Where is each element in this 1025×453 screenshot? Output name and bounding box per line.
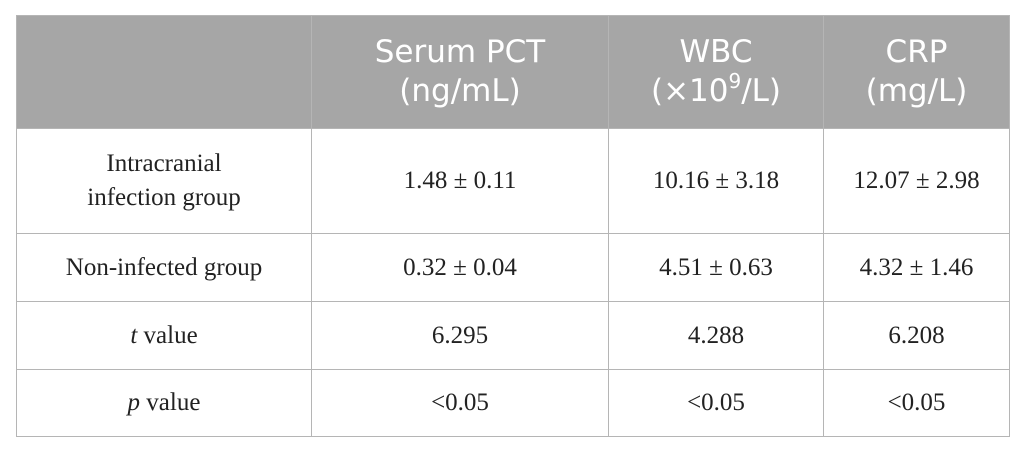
row-label: Intracranial infection group: [16, 128, 312, 234]
cell-crp: 6.208: [823, 301, 1010, 370]
header-serum-pct: Serum PCT (ng/mL): [311, 15, 609, 129]
header-wbc-unit-post: /L): [741, 73, 782, 109]
table-row-non-infected: Non-infected group 0.32 ± 0.04 4.51 ± 0.…: [16, 233, 1010, 302]
header-wbc-unit: (×109/L): [617, 68, 815, 111]
table-row-p-value: p value <0.05 <0.05 <0.05: [16, 369, 1010, 437]
header-serum-pct-unit: (ng/mL): [399, 73, 521, 109]
header-row: Serum PCT (ng/mL) WBC (×109/L) CRP (mg/L…: [16, 15, 1010, 129]
table-body: Intracranial infection group 1.48 ± 0.11…: [16, 128, 1010, 437]
cell-serum-pct: 0.32 ± 0.04: [311, 233, 609, 302]
row-label-symbol: t: [130, 321, 138, 349]
header-wbc-unit-exponent: 9: [728, 68, 742, 93]
header-wbc: WBC (×109/L): [608, 15, 824, 129]
cell-crp: <0.05: [823, 369, 1010, 437]
row-label-line2: infection group: [87, 184, 241, 211]
row-label: Non-infected group: [16, 233, 312, 302]
table-row-t-value: t value 6.295 4.288 6.208: [16, 301, 1010, 370]
cell-serum-pct: <0.05: [311, 369, 609, 437]
row-label-text: value: [140, 389, 201, 416]
row-label-line1: Intracranial: [106, 150, 222, 177]
row-label: p value: [16, 369, 312, 437]
header-serum-pct-name: Serum PCT: [374, 34, 546, 70]
cell-crp: 4.32 ± 1.46: [823, 233, 1010, 302]
header-wbc-name: WBC: [679, 34, 753, 70]
table-row-intracranial-infection: Intracranial infection group 1.48 ± 0.11…: [16, 128, 1010, 234]
row-label-symbol: p: [127, 389, 141, 416]
cell-wbc: 4.51 ± 0.63: [608, 233, 824, 302]
cell-serum-pct: 6.295: [311, 301, 609, 370]
cell-wbc: 10.16 ± 3.18: [608, 128, 824, 234]
cell-wbc: 4.288: [608, 301, 824, 370]
header-wbc-unit-pre: (×10: [650, 73, 729, 109]
row-label-text: value: [137, 321, 198, 349]
cell-wbc: <0.05: [608, 369, 824, 437]
cell-serum-pct: 1.48 ± 0.11: [311, 128, 609, 234]
header-crp-name: CRP: [885, 34, 948, 70]
results-table: Serum PCT (ng/mL) WBC (×109/L) CRP (mg/L…: [16, 15, 1010, 437]
header-empty-cell: [16, 15, 312, 129]
row-label: t value: [16, 301, 312, 370]
cell-crp: 12.07 ± 2.98: [823, 128, 1010, 234]
table-header: Serum PCT (ng/mL) WBC (×109/L) CRP (mg/L…: [16, 15, 1010, 129]
header-crp: CRP (mg/L): [823, 15, 1010, 129]
header-crp-unit: (mg/L): [865, 73, 968, 109]
